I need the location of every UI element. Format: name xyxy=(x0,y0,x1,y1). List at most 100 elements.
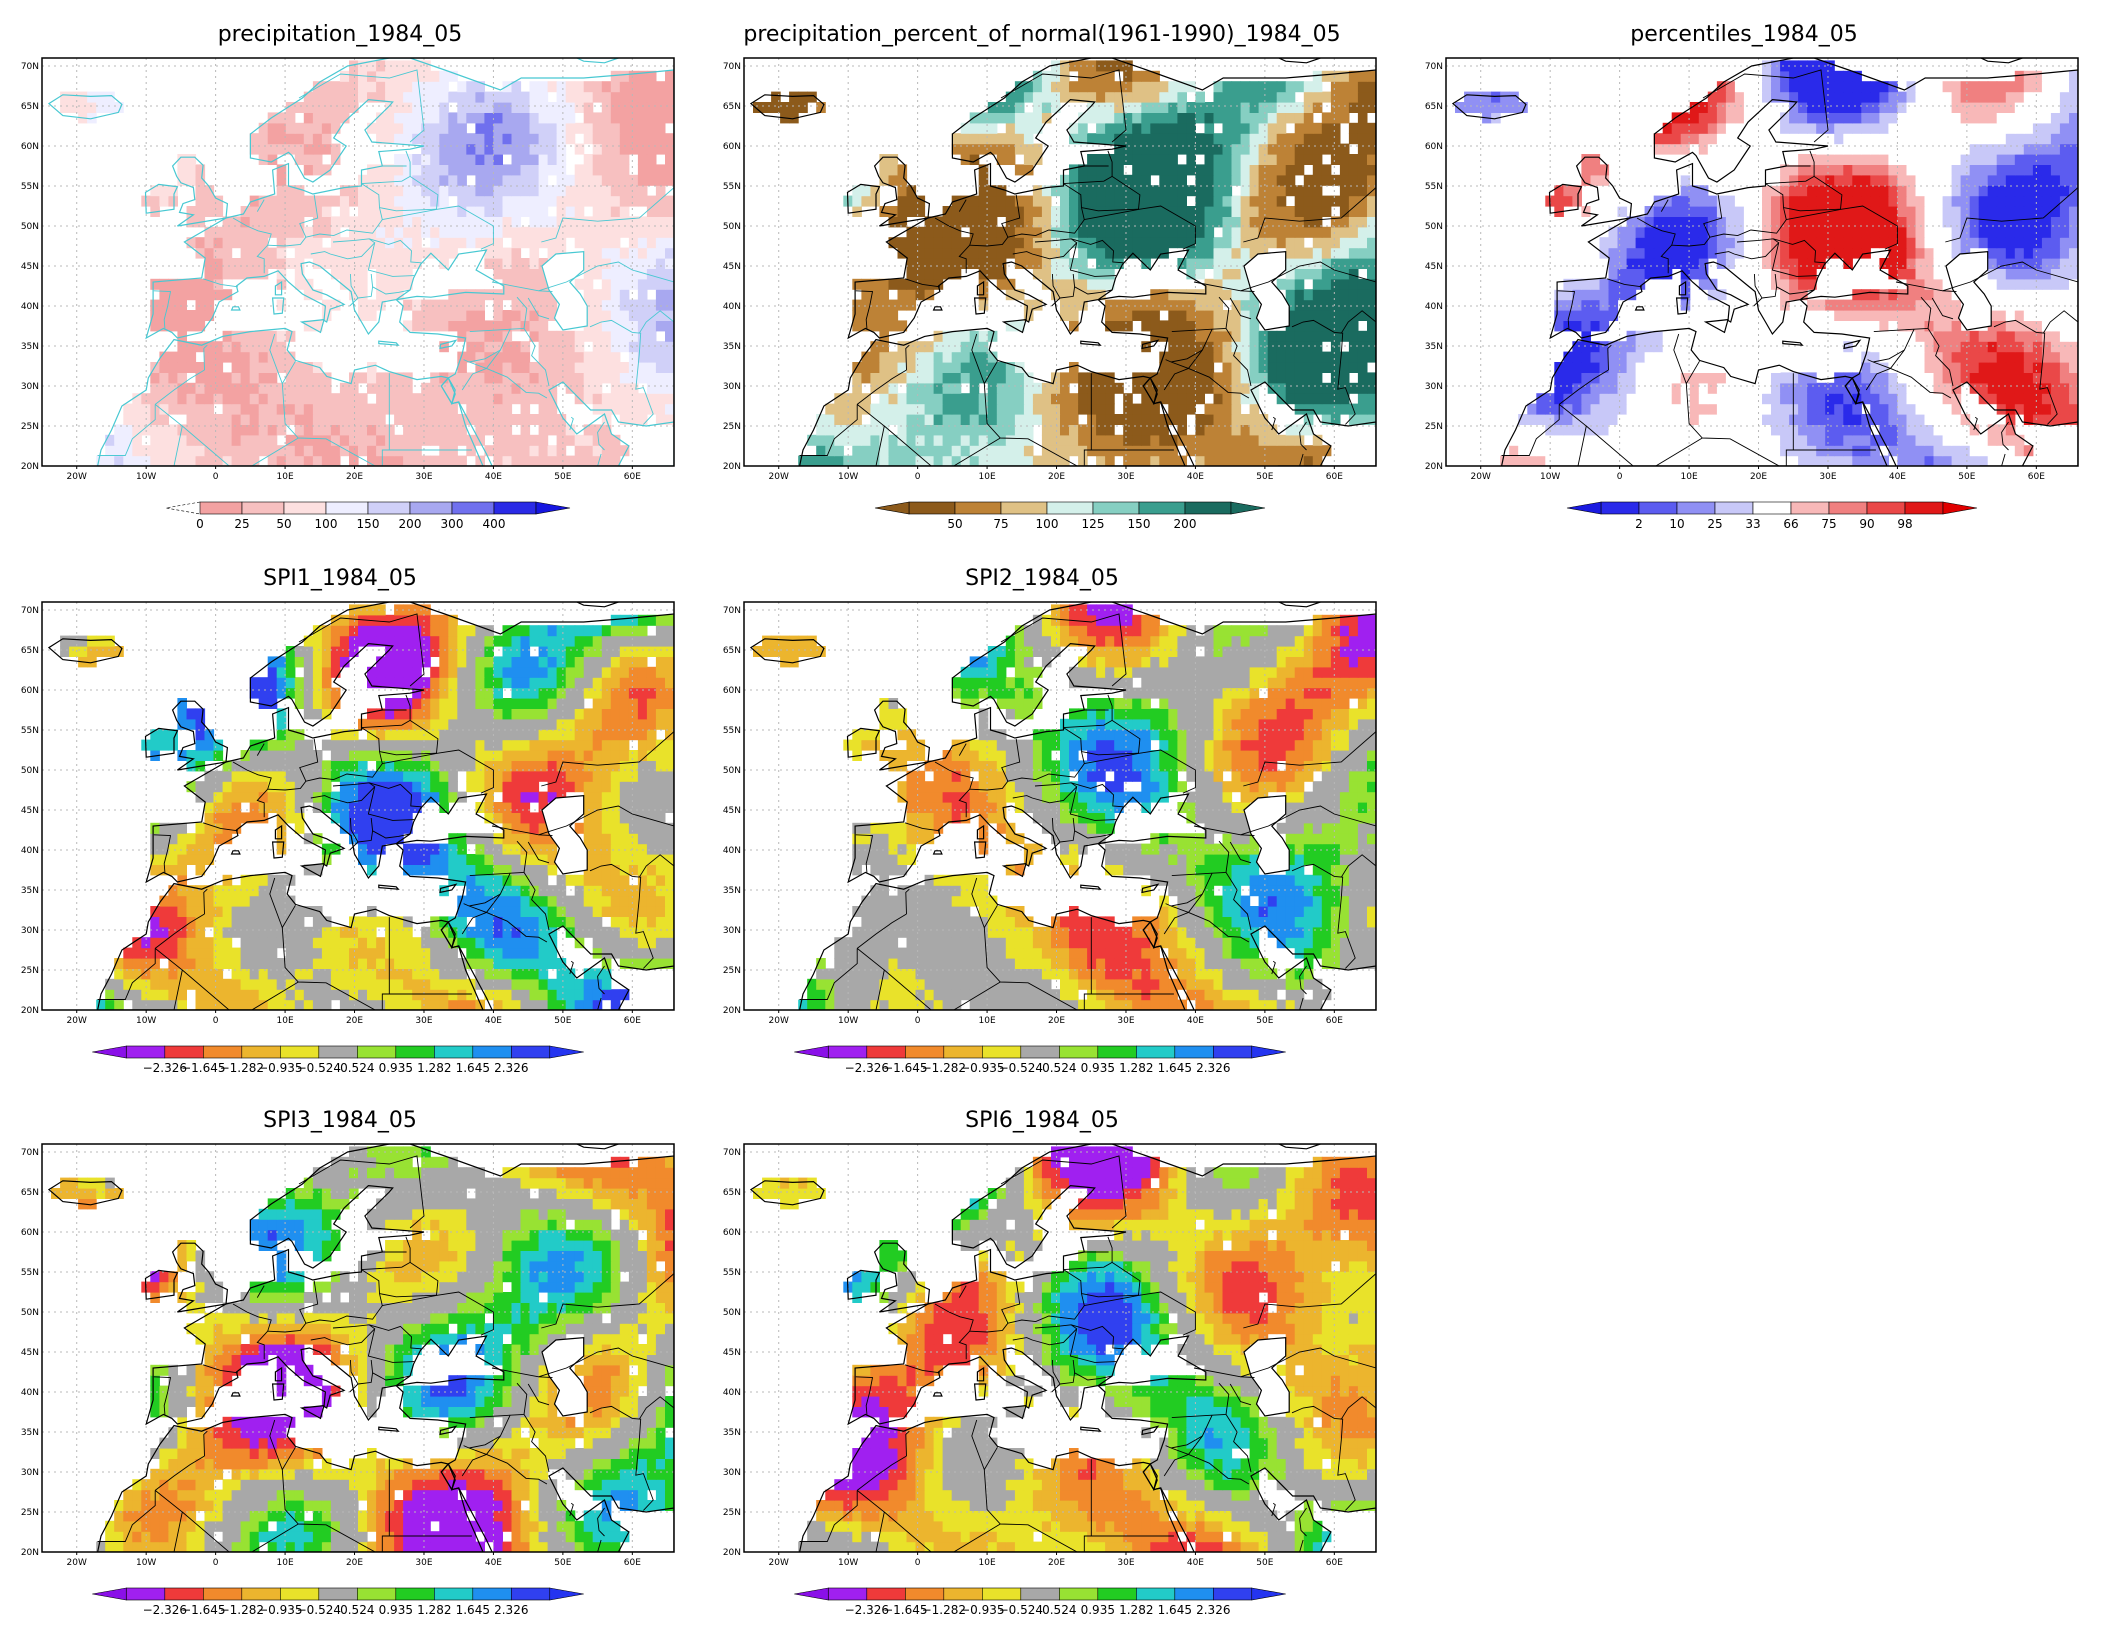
panel-percent-of-normal: precipitation_percent_of_normal(1961-199… xyxy=(702,22,1402,542)
colorbar-label: 33 xyxy=(1745,517,1760,531)
colorbar-swatch xyxy=(905,1588,944,1600)
x-tick-label: 0 xyxy=(213,472,219,482)
colorbar-swatch xyxy=(280,1588,319,1600)
colorbar-swatch xyxy=(955,502,1001,514)
x-tick-label: 0 xyxy=(915,1558,921,1568)
x-tick-label: 50E xyxy=(554,1016,571,1026)
colorbar-label: 50 xyxy=(276,517,291,531)
colorbar-swatch xyxy=(1753,502,1791,514)
colorbar-label: 90 xyxy=(1859,517,1874,531)
y-tick-label: 45N xyxy=(723,1348,741,1358)
y-tick-label: 40N xyxy=(1425,302,1443,312)
y-tick-label: 50N xyxy=(21,766,39,776)
x-tick-label: 50E xyxy=(554,1558,571,1568)
y-tick-label: 20N xyxy=(723,1548,741,1558)
colorbar-swatch xyxy=(319,1046,358,1058)
colorbar-swatches xyxy=(166,502,570,514)
colorbar-arrow-right xyxy=(550,1046,584,1058)
y-tick-label: 50N xyxy=(21,1308,39,1318)
y-tick-label: 55N xyxy=(21,1268,39,1278)
colorbar-swatch xyxy=(1829,502,1867,514)
y-tick-label: 40N xyxy=(21,846,39,856)
y-tick-label: 70N xyxy=(21,62,39,72)
y-tick-label: 60N xyxy=(723,142,741,152)
x-tick-label: 0 xyxy=(1617,472,1623,482)
colorbar-swatch xyxy=(1098,1046,1137,1058)
colorbar-label: 0.935 xyxy=(1081,1603,1115,1617)
y-tick-label: 35N xyxy=(723,886,741,896)
colorbar-swatch xyxy=(828,1588,867,1600)
y-tick-label: 35N xyxy=(21,1428,39,1438)
colorbar-label: 200 xyxy=(1174,517,1197,531)
x-tick-label: 0 xyxy=(915,1016,921,1026)
colorbar-label: 0.935 xyxy=(379,1061,413,1075)
x-tick-label: 10W xyxy=(136,1016,156,1026)
colorbar-swatch xyxy=(203,1046,242,1058)
colorbar-label: 400 xyxy=(483,517,506,531)
x-tick-label: 10E xyxy=(979,472,996,482)
y-tick-label: 30N xyxy=(723,382,741,392)
x-tick-label: 10E xyxy=(277,1558,294,1568)
x-tick-label: 10W xyxy=(838,1558,858,1568)
x-tick-label: 20E xyxy=(1048,1558,1065,1568)
colorbar-label: 100 xyxy=(1036,517,1059,531)
colorbar-label: −0.524 xyxy=(297,1061,341,1075)
y-tick-label: 45N xyxy=(21,262,39,272)
y-tick-label: 55N xyxy=(21,182,39,192)
colorbar-arrow-right xyxy=(1231,502,1265,514)
x-tick-label: 10W xyxy=(136,472,156,482)
x-tick-label: 20E xyxy=(1048,472,1065,482)
colorbar-swatches xyxy=(875,502,1265,514)
x-tick-label: 30E xyxy=(1117,1016,1134,1026)
colorbar-swatch xyxy=(473,1588,512,1600)
colorbar-swatch xyxy=(126,1588,165,1600)
colorbar-swatch xyxy=(1677,502,1715,514)
y-tick-label: 25N xyxy=(1425,422,1443,432)
colorbar-swatch xyxy=(410,502,452,514)
y-tick-label: 40N xyxy=(723,302,741,312)
colorbar-swatch xyxy=(1139,502,1185,514)
x-tick-label: 40E xyxy=(485,1558,502,1568)
colorbar-arrow-right xyxy=(1252,1588,1286,1600)
y-tick-label: 50N xyxy=(21,222,39,232)
y-tick-label: 60N xyxy=(21,142,39,152)
colorbar-swatches xyxy=(794,1046,1286,1058)
colorbar-label: 2.326 xyxy=(1196,1061,1230,1075)
colorbar-label: 25 xyxy=(1707,517,1722,531)
y-tick-label: 45N xyxy=(21,1348,39,1358)
y-tick-label: 20N xyxy=(21,462,39,472)
colorbar-swatch xyxy=(1175,1046,1214,1058)
x-tick-label: 50E xyxy=(1256,472,1273,482)
y-tick-label: 55N xyxy=(723,1268,741,1278)
colorbar-swatch xyxy=(909,502,955,514)
colorbar-swatch xyxy=(867,1588,906,1600)
y-tick-label: 70N xyxy=(21,1148,39,1158)
x-tick-label: 30E xyxy=(1117,472,1134,482)
colorbar-swatch xyxy=(1021,1046,1060,1058)
colorbar-label: 1.645 xyxy=(456,1061,490,1075)
colorbar-swatch xyxy=(434,1588,473,1600)
colorbar-swatch xyxy=(1601,502,1639,514)
colorbar-label: 75 xyxy=(993,517,1008,531)
x-tick-label: 40E xyxy=(1889,472,1906,482)
colorbar-label: 1.645 xyxy=(456,1603,490,1617)
y-tick-label: 40N xyxy=(723,846,741,856)
colorbar-arrow-right xyxy=(550,1588,584,1600)
colorbar-swatch xyxy=(452,502,494,514)
colorbar-swatch xyxy=(242,1046,280,1058)
y-tick-label: 50N xyxy=(1425,222,1443,232)
y-tick-label: 70N xyxy=(723,1148,741,1158)
colorbar-swatch xyxy=(1185,502,1231,514)
colorbar-swatch xyxy=(242,502,284,514)
y-tick-label: 55N xyxy=(21,726,39,736)
y-tick-label: 40N xyxy=(21,302,39,312)
y-tick-label: 55N xyxy=(723,182,741,192)
